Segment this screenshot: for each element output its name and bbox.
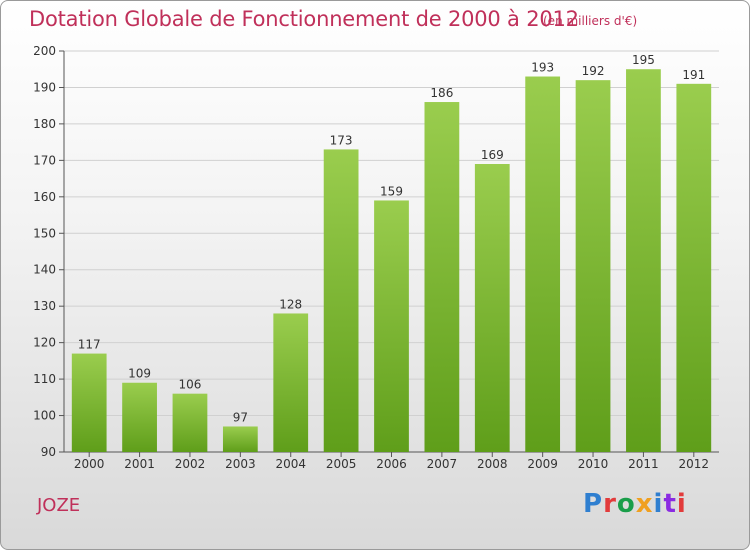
logo-letter: x <box>635 489 654 519</box>
bar-value-label: 193 <box>531 61 554 75</box>
x-tick-label: 2005 <box>326 457 357 471</box>
bar <box>525 76 561 452</box>
bar <box>273 313 309 452</box>
bar-value-label: 169 <box>481 148 504 162</box>
bar-value-label: 117 <box>78 338 101 352</box>
x-tick-label: 2011 <box>628 457 659 471</box>
logo-letter: t <box>663 489 677 519</box>
y-tick-label: 100 <box>33 409 56 423</box>
bar-value-label: 109 <box>128 367 151 381</box>
value-labels: 117 109 106 97 128 173 159 186 169 193 192 195 191 <box>78 53 706 424</box>
y-tick-label: 110 <box>33 372 56 386</box>
bar-value-label: 106 <box>179 378 202 392</box>
bar-value-label: 97 <box>233 410 248 424</box>
bar <box>374 200 409 452</box>
bar-value-label: 128 <box>279 297 302 311</box>
x-tick-label: 2007 <box>427 457 458 471</box>
y-tick-label: 150 <box>33 226 56 240</box>
bar <box>575 80 611 452</box>
x-tick-label: 2000 <box>74 457 105 471</box>
y-tick-label: 120 <box>33 336 56 350</box>
x-tick-label: 2001 <box>124 457 155 471</box>
y-tick-label: 200 <box>33 44 56 58</box>
bar <box>323 149 359 452</box>
x-tick-label: 2004 <box>275 457 306 471</box>
x-tick-label: 2006 <box>376 457 407 471</box>
proxiti-logo[interactable]: Proxiti <box>583 489 687 519</box>
bar-value-label: 186 <box>430 86 453 100</box>
y-tick-label: 180 <box>33 117 56 131</box>
bar-value-label: 159 <box>380 184 403 198</box>
bar <box>676 83 712 453</box>
x-tick-label: 2003 <box>225 457 256 471</box>
x-tick-label: 2008 <box>477 457 508 471</box>
logo-letter: r <box>603 489 617 519</box>
bar-value-label: 173 <box>330 133 353 147</box>
bar <box>122 382 157 452</box>
bar <box>71 353 107 452</box>
chart-title: Dotation Globale de Fonctionnement de 20… <box>29 7 579 31</box>
x-tick-label: 2002 <box>175 457 206 471</box>
bars <box>71 69 712 453</box>
y-tick-label: 90 <box>41 445 56 459</box>
bar-value-label: 195 <box>632 53 655 67</box>
bar <box>222 426 258 452</box>
logo-letter: i <box>676 489 687 519</box>
y-tick-label: 130 <box>33 299 56 313</box>
x-tick-label: 2009 <box>527 457 558 471</box>
logo-letter: o <box>616 489 636 519</box>
bar <box>424 102 460 452</box>
commune-name: JOZE <box>37 495 81 516</box>
bar-value-label: 191 <box>682 68 705 82</box>
bar <box>172 393 208 452</box>
bar-value-label: 192 <box>582 64 605 78</box>
y-tick-label: 190 <box>33 80 56 94</box>
x-tick-label: 2010 <box>578 457 609 471</box>
x-tick-label: 2012 <box>679 457 710 471</box>
y-tick-label: 140 <box>33 263 56 277</box>
logo-letter: i <box>653 489 664 519</box>
y-tick-label: 170 <box>33 153 56 167</box>
bar <box>626 69 661 453</box>
y-tick-label: 160 <box>33 190 56 204</box>
bar <box>474 164 510 452</box>
logo-letter: P <box>583 489 604 519</box>
chart-subtitle: (en milliers d'€) <box>543 14 638 28</box>
